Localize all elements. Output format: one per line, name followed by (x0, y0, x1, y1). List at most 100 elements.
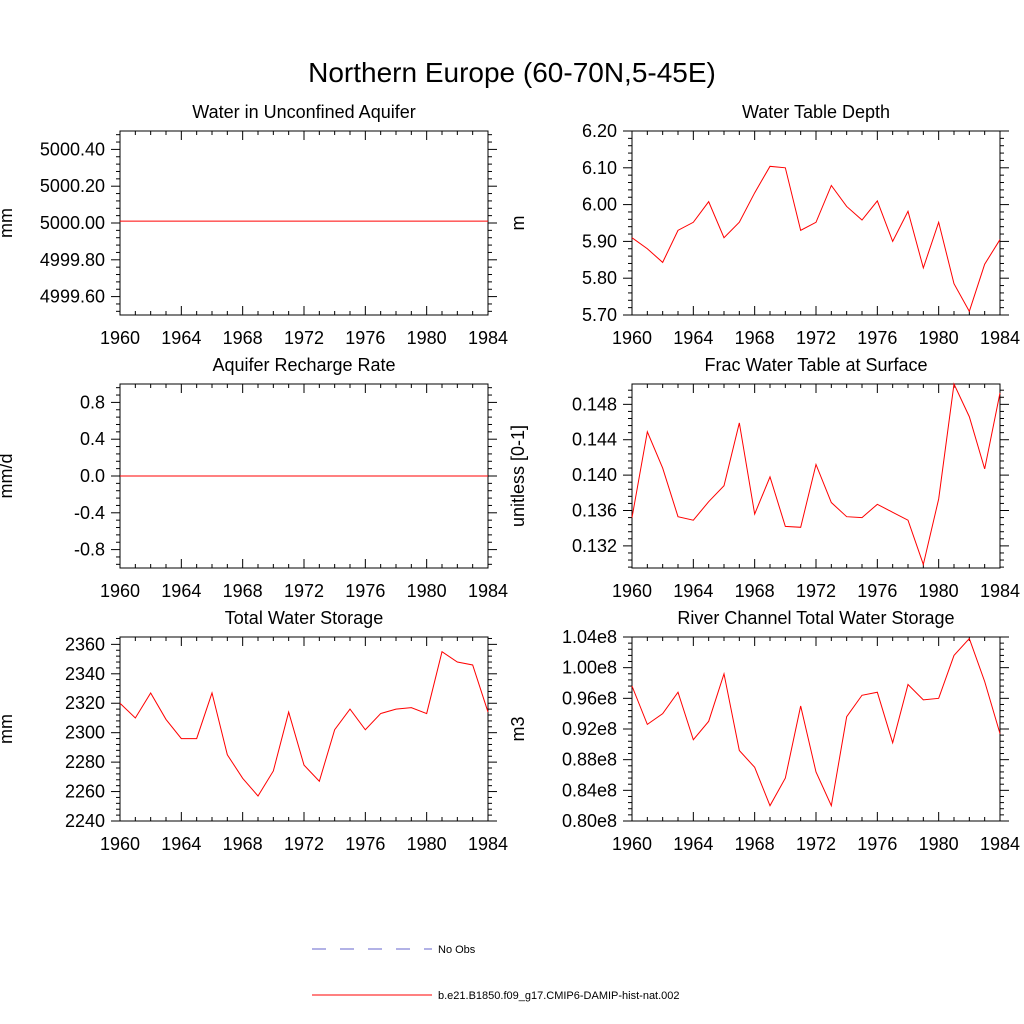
y-axis-label: m (508, 216, 528, 231)
x-tick-label: 1972 (796, 581, 836, 601)
y-tick-label: 6.10 (582, 158, 617, 178)
y-tick-label: 0.148 (572, 394, 617, 414)
series-line (631, 637, 1001, 808)
x-tick-label: 1964 (673, 581, 713, 601)
panel-5: Total Water Storage mm 1960 1964 1968 1972 197… (0, 608, 508, 854)
y-axis-label: mm (0, 208, 16, 238)
y-tick-label: 0.88e8 (562, 750, 617, 770)
x-tick-label: 1980 (407, 328, 447, 348)
y-tick-label: 0.140 (572, 465, 617, 485)
x-tick-label: 1980 (919, 581, 959, 601)
y-tick-label: 0.136 (572, 501, 617, 521)
y-tick-label: 0.92e8 (562, 719, 617, 739)
x-tick-label: 1960 (612, 581, 652, 601)
plot-frame (119, 636, 489, 822)
x-tick-label: 1972 (796, 328, 836, 348)
y-tick-label: 5.70 (582, 305, 617, 325)
x-tick-label: 1972 (284, 328, 324, 348)
y-tick-label: 2360 (65, 634, 105, 654)
x-tick-label: 1984 (468, 328, 508, 348)
y-axis-label: m3 (508, 716, 528, 741)
y-tick-label: 4999.80 (40, 250, 105, 270)
x-tick-label: 1964 (673, 328, 713, 348)
y-tick-label: 0.0 (80, 466, 105, 486)
y-tick-label: 5000.00 (40, 213, 105, 233)
panels: Water in Unconfined Aquifer mm 1960 1964 196… (0, 102, 1020, 854)
x-tick-label: 1980 (919, 328, 959, 348)
plot-frame (631, 383, 1001, 569)
x-tick-label: 1968 (735, 581, 775, 601)
y-tick-label: 6.20 (582, 121, 617, 141)
y-tick-label: 0.132 (572, 536, 617, 556)
series-line (631, 382, 1001, 567)
y-tick-label: -0.8 (74, 540, 105, 560)
panel-title: Total Water Storage (225, 608, 383, 628)
panel-title: Aquifer Recharge Rate (212, 355, 395, 375)
panel-1: Water in Unconfined Aquifer mm 1960 1964 196… (0, 102, 508, 348)
x-tick-label: 1972 (796, 834, 836, 854)
y-tick-label: 2240 (65, 811, 105, 831)
panel-title: Water in Unconfined Aquifer (192, 102, 415, 122)
series-line (119, 650, 489, 797)
y-tick-label: 1.04e8 (562, 627, 617, 647)
figure-title: Northern Europe (60-70N,5-45E) (308, 57, 716, 88)
panel-6: River Channel Total Water Storage m3 1960 1… (508, 608, 1020, 854)
x-tick-label: 1964 (161, 328, 201, 348)
y-tick-label: 5.80 (582, 268, 617, 288)
y-tick-label: 2340 (65, 664, 105, 684)
panel-title: Water Table Depth (742, 102, 890, 122)
x-tick-label: 1968 (735, 328, 775, 348)
y-tick-label: 5000.40 (40, 139, 105, 159)
y-tick-label: 0.4 (80, 429, 105, 449)
x-tick-label: 1968 (223, 328, 263, 348)
x-tick-label: 1980 (407, 581, 447, 601)
x-tick-label: 1980 (407, 834, 447, 854)
panel-title: River Channel Total Water Storage (677, 608, 954, 628)
x-tick-label: 1968 (223, 581, 263, 601)
y-tick-label: -0.4 (74, 503, 105, 523)
y-tick-label: 0.80e8 (562, 811, 617, 831)
y-tick-label: 5000.20 (40, 176, 105, 196)
series-line (631, 165, 1001, 313)
x-tick-label: 1960 (100, 581, 140, 601)
y-axis-label: mm (0, 714, 16, 744)
x-tick-label: 1984 (468, 834, 508, 854)
x-tick-label: 1976 (857, 328, 897, 348)
panel-title: Frac Water Table at Surface (704, 355, 927, 375)
y-tick-label: 0.96e8 (562, 688, 617, 708)
y-tick-label: 2320 (65, 693, 105, 713)
y-tick-label: 2300 (65, 723, 105, 743)
x-tick-label: 1960 (612, 328, 652, 348)
y-tick-label: 2260 (65, 782, 105, 802)
x-tick-label: 1976 (345, 581, 385, 601)
x-tick-label: 1964 (161, 834, 201, 854)
plot-frame (631, 130, 1001, 316)
y-axis-label: unitless [0-1] (508, 425, 528, 527)
x-tick-label: 1972 (284, 581, 324, 601)
x-tick-label: 1968 (223, 834, 263, 854)
legend-obs-label: No Obs (438, 944, 476, 956)
y-tick-label: 0.8 (80, 392, 105, 412)
x-tick-label: 1976 (857, 581, 897, 601)
x-tick-label: 1972 (284, 834, 324, 854)
x-tick-label: 1976 (345, 328, 385, 348)
y-tick-label: 2280 (65, 752, 105, 772)
y-tick-label: 0.144 (572, 430, 617, 450)
y-tick-label: 1.00e8 (562, 658, 617, 678)
panel-2: Water Table Depth m 1960 1964 1968 1972 1976 19… (508, 102, 1020, 348)
x-tick-label: 1976 (857, 834, 897, 854)
y-tick-label: 4999.60 (40, 287, 105, 307)
x-tick-label: 1964 (673, 834, 713, 854)
x-tick-label: 1984 (980, 328, 1020, 348)
x-tick-label: 1960 (612, 834, 652, 854)
plot-frame (631, 636, 1001, 822)
y-tick-label: 6.00 (582, 195, 617, 215)
x-tick-label: 1976 (345, 834, 385, 854)
legend-model-label: b.e21.B1850.f09_g17.CMIP6-DAMIP-hist-nat… (438, 990, 680, 1002)
x-tick-label: 1964 (161, 581, 201, 601)
x-tick-label: 1960 (100, 834, 140, 854)
panel-3: Aquifer Recharge Rate mm/d 1960 1964 1968 197… (0, 355, 508, 601)
x-tick-label: 1960 (100, 328, 140, 348)
x-tick-label: 1984 (980, 581, 1020, 601)
